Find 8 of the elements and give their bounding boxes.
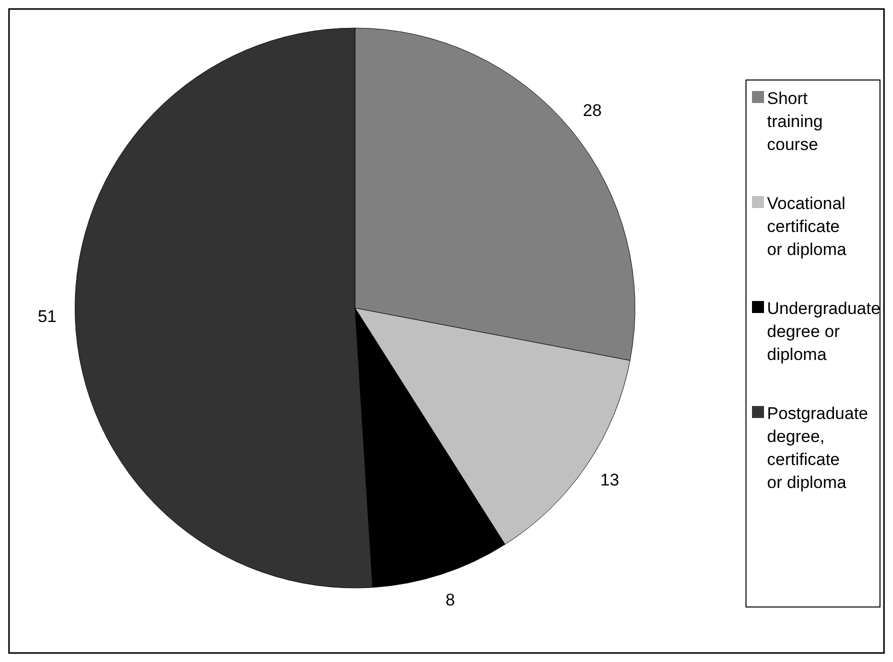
legend-label: Short training course <box>767 89 823 154</box>
legend-label: Vocational certificate or diploma <box>767 194 847 259</box>
data-label: 13 <box>600 470 620 490</box>
data-label: 8 <box>445 590 455 610</box>
legend-label: Postgraduate degree, certificate or diploma <box>767 404 868 492</box>
data-label: 28 <box>582 101 602 120</box>
data-label: 51 <box>38 307 57 326</box>
legend-label: Undergraduate degree or diploma <box>767 299 880 364</box>
